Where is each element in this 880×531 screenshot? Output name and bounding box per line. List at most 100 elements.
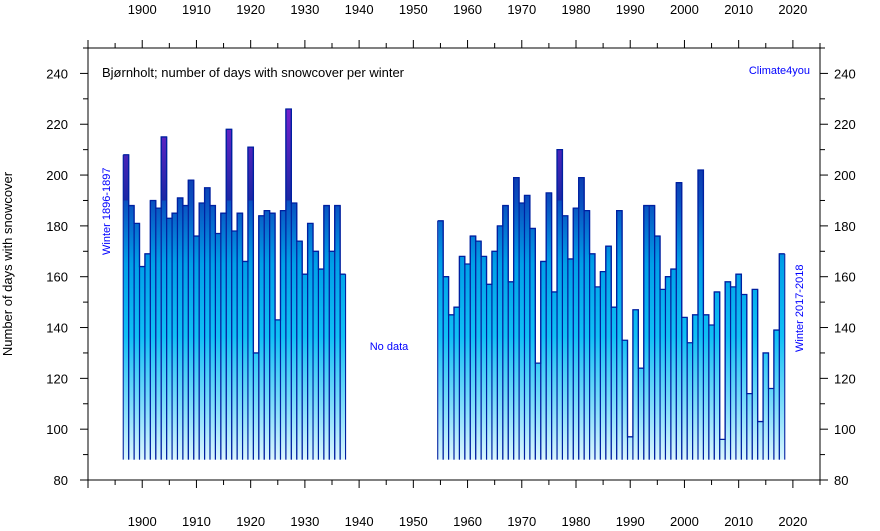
bar-fill [302, 274, 308, 460]
bar-fill [600, 271, 606, 460]
bar-1898 [129, 205, 134, 460]
bar-1933 [318, 269, 324, 460]
bar-1970 [519, 203, 525, 460]
bar-fill [655, 236, 660, 460]
bar-fill [459, 256, 465, 460]
bar-fill [210, 205, 216, 460]
bar-1932 [313, 251, 319, 460]
bar-1963 [481, 256, 487, 460]
bar-2004 [703, 314, 709, 460]
x-tick-label-top: 1920 [236, 2, 265, 17]
bar-1989 [622, 340, 628, 460]
bar-1955 [438, 220, 443, 460]
bar-2005 [709, 324, 714, 460]
bar-fill [758, 421, 763, 460]
bar-1972 [530, 228, 535, 460]
x-tick-label-bottom: 1990 [616, 514, 645, 529]
bar-fill [519, 203, 525, 460]
bar-fill [676, 182, 682, 460]
bar-1915 [221, 213, 226, 460]
bar-fill [703, 314, 709, 460]
bar-fill [226, 129, 232, 460]
bar-2017 [774, 330, 779, 460]
bar-fill [340, 274, 346, 460]
bar-2010 [736, 274, 741, 460]
bar-fill [329, 251, 335, 460]
axis-ticks: 1900 1900 1910 1910 1920 1920 1930 1930 1940 1940… [46, 2, 855, 529]
bar-fill [443, 276, 449, 460]
bar-1977 [557, 149, 563, 460]
bar-fill [747, 393, 752, 460]
bar-1958 [454, 307, 460, 460]
bar-fill [752, 289, 758, 460]
bar-1905 [167, 218, 172, 460]
x-tick-label-top: 1960 [453, 2, 482, 17]
x-tick-label-bottom: 1900 [128, 514, 157, 529]
bar-fill [215, 233, 221, 460]
y-tick-label-left: 120 [46, 371, 68, 386]
x-tick-label-top: 1950 [399, 2, 428, 17]
bar-top [226, 129, 232, 201]
bar-2002 [692, 314, 698, 460]
bar-fill [324, 205, 329, 460]
bar-fill [497, 225, 503, 460]
bar-fill [698, 169, 704, 460]
bar-fill [720, 439, 725, 460]
bar-1909 [188, 180, 194, 460]
bar-fill [725, 281, 731, 460]
bar-1931 [308, 223, 313, 460]
bar-1959 [459, 256, 465, 460]
bar-fill [595, 286, 600, 460]
bar-top [557, 149, 563, 201]
bar-2018 [779, 253, 785, 460]
bar-fill [552, 291, 557, 460]
bar-fill [584, 210, 590, 460]
bar-fill [139, 266, 145, 460]
bar-fill [486, 284, 492, 460]
bar-fill [253, 352, 259, 460]
bar-2012 [747, 393, 752, 460]
bar-fill [568, 258, 573, 460]
x-tick-label-bottom: 1930 [290, 514, 319, 529]
bar-2007 [720, 439, 725, 460]
bar-fill [134, 223, 140, 460]
y-tick-label-right: 240 [834, 66, 856, 81]
y-tick-label-right: 100 [834, 422, 856, 437]
bar-1991 [633, 309, 638, 460]
bar-fill [335, 205, 340, 460]
bar-1904 [161, 136, 167, 460]
bar-fill [682, 317, 687, 460]
x-tick-label-top: 1910 [182, 2, 211, 17]
bar-1906 [172, 213, 178, 460]
bar-1995 [655, 236, 660, 460]
bar-fill [768, 388, 774, 460]
bar-1960 [465, 264, 470, 460]
bar-fill [237, 213, 243, 460]
y-tick-label-left: 100 [46, 422, 68, 437]
bar-fill [291, 203, 297, 460]
bar-fill [248, 147, 253, 460]
bar-1984 [595, 286, 600, 460]
bar-fill [546, 192, 552, 460]
bar-fill [627, 436, 633, 460]
bar-1923 [264, 210, 270, 460]
bar-fill [617, 210, 622, 460]
bar-fill [470, 236, 476, 460]
bar-1982 [584, 210, 590, 460]
bar-1903 [156, 208, 161, 460]
bar-fill [741, 294, 747, 460]
bar-fill [280, 210, 286, 460]
bar-1934 [324, 205, 329, 460]
bar-1927 [286, 108, 291, 460]
bar-fill [221, 213, 226, 460]
x-tick-label-bottom: 1920 [236, 514, 265, 529]
bar-1997 [665, 276, 671, 460]
bar-fill [438, 220, 443, 460]
bar-fill [232, 230, 237, 460]
bar-1910 [194, 236, 199, 460]
bar-fill [730, 286, 736, 460]
x-tick-label-bottom: 2020 [778, 514, 807, 529]
bar-fill [465, 264, 470, 460]
bar-fill [665, 276, 671, 460]
bar-1996 [660, 289, 666, 460]
